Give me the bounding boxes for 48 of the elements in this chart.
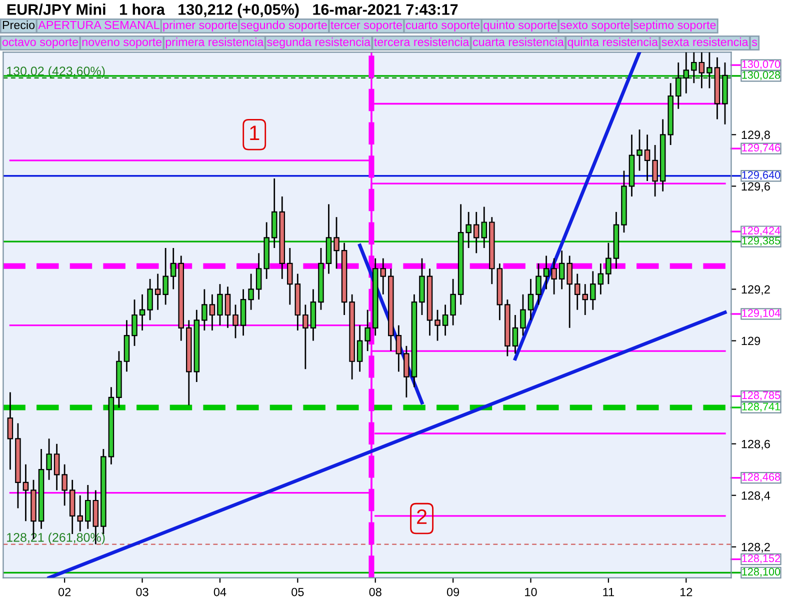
y-tick-label: 129,6 <box>742 182 770 192</box>
text: quinto soporte <box>484 20 557 32</box>
ref-line-label: 130,070 <box>742 60 780 70</box>
text: quinta resistencia <box>568 38 658 48</box>
text: Precio <box>2 20 35 30</box>
text: tercera resistencia <box>374 38 470 46</box>
text: octavo soporte <box>2 38 78 48</box>
ref-line-label: 129,385 <box>742 236 780 246</box>
ref-line-label: 128,100 <box>742 568 780 577</box>
ref-line-label: 129,104 <box>742 309 780 318</box>
x-tick-label: 02 <box>58 588 71 596</box>
y-tick-label: 128,2 <box>742 542 770 553</box>
x-tick-label: 04 <box>214 588 226 596</box>
ref-line-label: 129,424 <box>742 226 780 236</box>
text: tercer soporte <box>330 21 402 32</box>
x-tick-label: 11 <box>603 588 614 596</box>
x-tick-label: 08 <box>369 588 382 596</box>
text: s <box>752 40 758 46</box>
y-tick-label: 128,4 <box>742 491 770 502</box>
ref-line-label: 128,468 <box>742 473 780 482</box>
text: septimo soporte <box>634 20 716 32</box>
x-tick-label: 09 <box>446 588 460 596</box>
annotation: 1 <box>250 126 260 140</box>
text: noveno soporte <box>82 38 162 48</box>
text: segundo soporte <box>240 20 327 32</box>
text: APERTURA SEMANAL <box>38 20 160 30</box>
x-tick-label: 12 <box>680 588 692 596</box>
x-tick-label: 03 <box>136 588 148 596</box>
ref-line-label: 129,746 <box>742 144 780 153</box>
text: sexta resistencia <box>662 38 748 46</box>
ref-line-label: 129,640 <box>742 171 780 180</box>
ref-line-label: 128,785 <box>742 391 780 400</box>
chart-title: EUR/JPY Mini 1 hora 130,212 (+0,05%) 16-mar-2021 7:43:17 <box>7 4 458 18</box>
text: cuarta resistencia <box>472 38 564 46</box>
y-tick-label: 129 <box>742 336 760 346</box>
text: sexto soporte <box>560 21 630 32</box>
x-tick-label: 10 <box>525 588 537 596</box>
text: segunda resistencia <box>267 38 371 48</box>
text: primer soporte <box>163 20 238 32</box>
text: cuarto soporte <box>406 21 480 32</box>
y-tick-label: 128,6 <box>742 440 770 450</box>
text: primera resistencia <box>166 38 264 48</box>
y-tick-label: 129,8 <box>742 130 770 140</box>
ref-line-label: 130,028 <box>742 71 780 80</box>
x-tick-label: 05 <box>292 588 304 596</box>
ref-line-label: 128,741 <box>742 402 780 412</box>
y-tick-label: 129,2 <box>742 285 770 296</box>
ref-line-label: 128,152 <box>742 554 780 564</box>
